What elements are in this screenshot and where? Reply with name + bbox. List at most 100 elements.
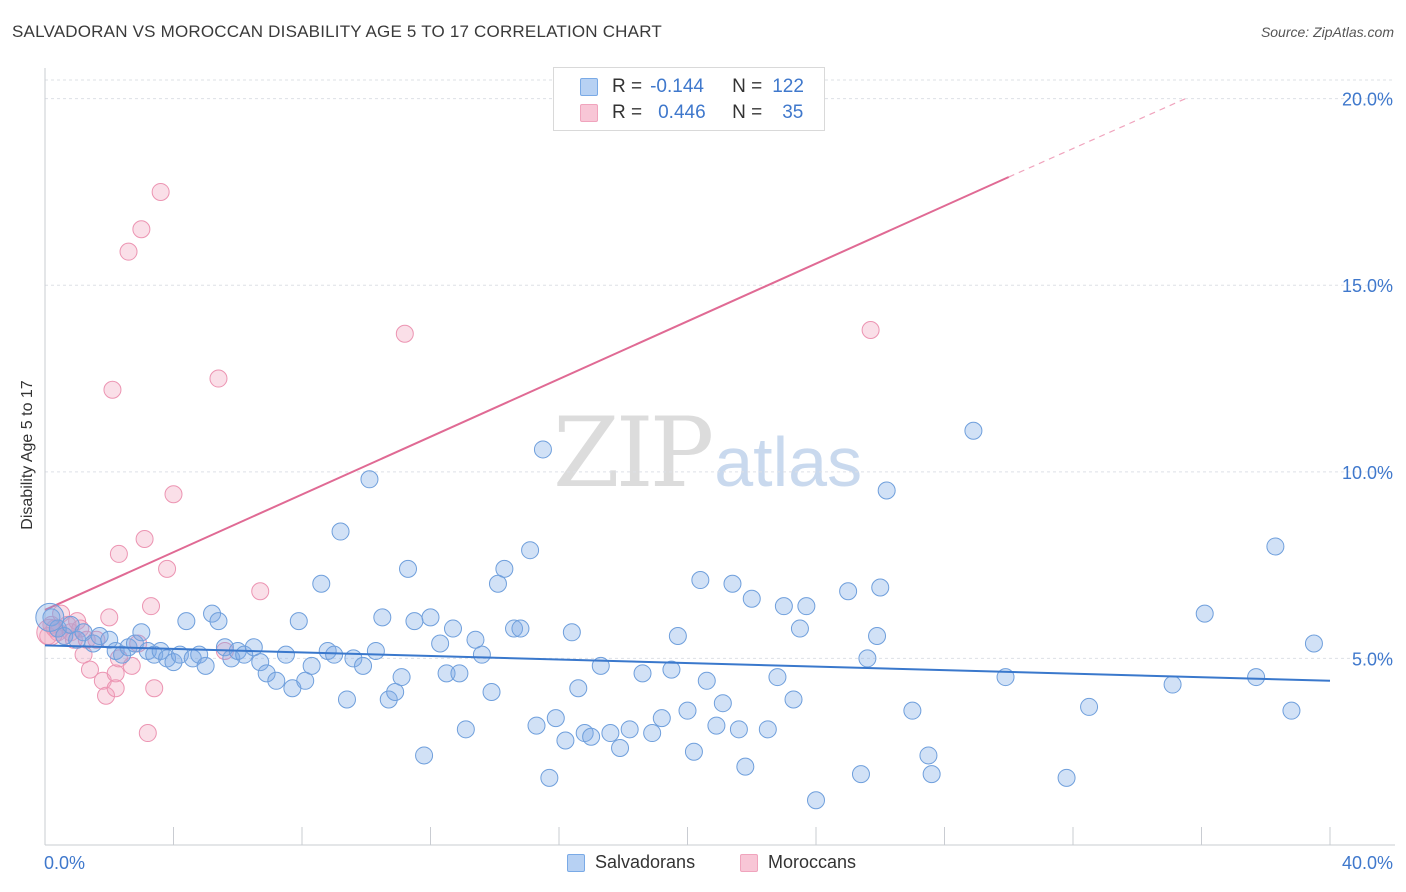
salvadoran-point (267, 671, 286, 690)
moroccan-point (861, 321, 880, 340)
moroccan-point (109, 544, 128, 563)
legend-n-label: N = (732, 76, 763, 97)
legend-r-value: -0.144 (650, 76, 704, 97)
salvadoran-point (919, 746, 938, 765)
salvadoran-point (1195, 604, 1214, 623)
salvadoran-point (964, 421, 983, 440)
salvadoran-point (678, 701, 697, 720)
salvadoran-point (466, 630, 485, 649)
legend-r-label: R = (612, 102, 643, 123)
bottom-legend-salvadorans: Salvadorans (567, 852, 695, 873)
salvadoran-point (386, 683, 405, 701)
legend-swatch-blue (580, 78, 598, 96)
salvadoran-point (354, 656, 373, 675)
salvadoran-point (556, 731, 575, 750)
salvadoran-point (331, 522, 350, 541)
salvadoran-point (601, 724, 620, 743)
legend-r-label: R = (612, 76, 643, 97)
y-tick-label: 5.0% (1352, 649, 1393, 669)
tick-labels: 5.0% 10.0% 15.0% 20.0% 0.0% 40.0% (44, 90, 1393, 873)
salvadoran-point (1057, 768, 1076, 787)
salvadoran-point (903, 701, 922, 720)
salvadoran-point (456, 720, 475, 739)
salvadoran-point (443, 619, 462, 638)
moroccan-point (251, 582, 270, 601)
salvadoran-point (729, 720, 748, 739)
salvadoran-point (472, 645, 491, 664)
salvadoran-point (546, 709, 565, 728)
salvadoran-point (742, 589, 761, 608)
salvadoran-point (569, 679, 588, 698)
salvadoran-point (209, 612, 228, 631)
salvadoran-point (495, 559, 514, 578)
moroccan-point (103, 380, 122, 399)
salvadoran-point (1080, 697, 1099, 716)
salvadoran-point (713, 694, 732, 713)
salvadoran-point (289, 612, 308, 631)
salvadoran-point (312, 574, 331, 593)
salvadoran-point (1282, 701, 1301, 720)
source-label: Source: ZipAtlas.com (1260, 24, 1394, 40)
moroccan-point (142, 597, 161, 616)
x-tick-label: 40.0% (1342, 853, 1393, 873)
salvadoran-point (736, 757, 755, 776)
salvadoran-point (922, 765, 941, 784)
salvadoran-point (360, 470, 379, 489)
moroccan-point (135, 530, 154, 548)
salvadoran-point (691, 571, 710, 590)
y-tick-label: 15.0% (1342, 276, 1393, 296)
salvadoran-point (797, 597, 816, 616)
salvadoran-point (643, 724, 662, 743)
moroccan-point (158, 559, 177, 578)
salvadoran-point (684, 742, 703, 761)
salvadoran-point (437, 664, 456, 683)
salvadoran-point (1247, 668, 1266, 687)
moroccan-point (106, 679, 125, 698)
salvadoran-point (42, 608, 61, 627)
trend-lines (44, 98, 1186, 611)
salvadoran-point (790, 619, 809, 638)
moroccan-trend-extension (1008, 98, 1186, 178)
salvadoran-point (871, 578, 890, 597)
salvadoran-point (662, 660, 681, 679)
salvadoran-point (533, 440, 552, 459)
moroccan-point (395, 324, 414, 343)
salvadoran-point (421, 608, 440, 627)
salvadoran-point (633, 664, 652, 683)
y-axis-label: Disability Age 5 to 17 (19, 380, 36, 530)
moroccan-trend-line (44, 176, 1010, 611)
salvadoran-point (697, 671, 716, 690)
legend-r-value: 0.446 (658, 102, 706, 123)
salvadoran-point (1163, 675, 1182, 694)
moroccan-point (80, 660, 99, 679)
salvadoran-point (758, 720, 777, 739)
salvadoran-point (251, 653, 270, 672)
salvadoran-point (652, 709, 671, 728)
salvadoran-point (450, 664, 469, 683)
watermark-atlas: atlas (714, 423, 863, 501)
salvadoran-point (379, 690, 398, 709)
moroccan-point (119, 242, 138, 261)
salvadoran-point (784, 690, 803, 709)
salvadoran-point (405, 612, 424, 631)
gridlines (45, 79, 1395, 659)
salvadoran-point (399, 559, 418, 578)
salvadoran-point (482, 683, 501, 701)
salvadoran-trend-line (44, 644, 1331, 682)
moroccan-point (97, 686, 116, 705)
salvadoran-point (668, 627, 687, 646)
salvadoran-point (768, 668, 787, 687)
salvadoran-point (839, 582, 858, 601)
salvadoran-point (325, 645, 344, 664)
salvadoran-point (877, 481, 896, 500)
salvadoran-point (488, 574, 507, 593)
legend-row-salvadorans: R = -0.144 N = 122 (580, 74, 804, 100)
legend-row-moroccans: R = 0.446 N = 35 (580, 100, 803, 126)
salvadoran-point (774, 597, 793, 616)
watermark-zip: ZIP (553, 397, 714, 509)
y-tick-label: 10.0% (1342, 463, 1393, 483)
salvadoran-points (35, 421, 1331, 810)
salvadoran-point (164, 653, 183, 672)
bottom-legend-swatch-pink (740, 853, 758, 872)
